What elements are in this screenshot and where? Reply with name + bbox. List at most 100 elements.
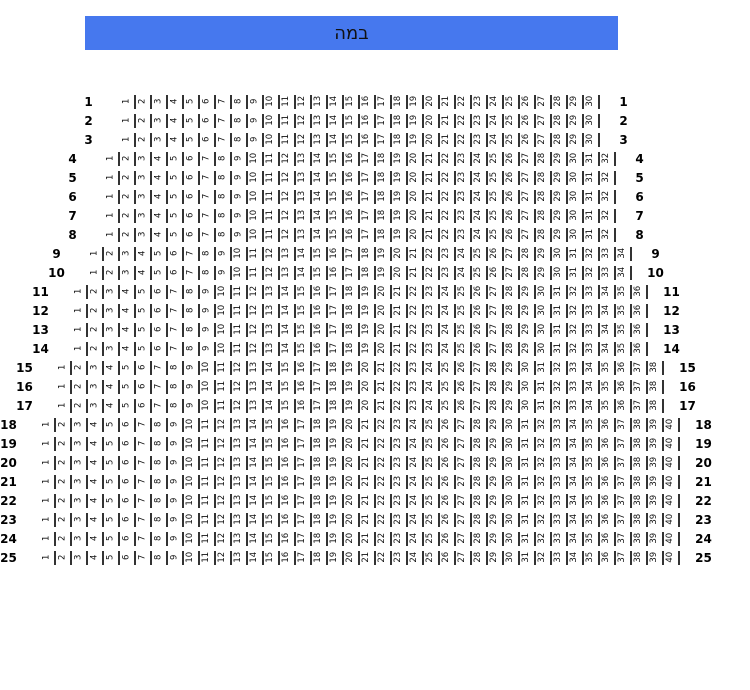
seat[interactable]: 30 [536,303,552,318]
seat[interactable]: 31 [568,265,584,280]
seat[interactable]: 4 [120,322,136,337]
seat[interactable]: 9 [248,113,264,128]
seat[interactable]: 9 [168,417,184,432]
seat[interactable]: 4 [152,208,168,223]
seat[interactable]: 31 [584,208,600,223]
seat[interactable]: 2 [56,474,72,489]
seat[interactable]: 15 [264,417,280,432]
seat[interactable]: 28 [488,360,504,375]
seat[interactable]: 28 [536,189,552,204]
seat[interactable]: 15 [312,246,328,261]
seat[interactable]: 11 [280,132,296,147]
seat[interactable]: 3 [72,455,88,470]
seat[interactable]: 12 [232,360,248,375]
seat[interactable]: 5 [104,455,120,470]
seat[interactable]: 6 [136,379,152,394]
seat[interactable]: 4 [88,436,104,451]
seat[interactable]: 8 [152,455,168,470]
seat[interactable]: 15 [264,455,280,470]
seat[interactable]: 13 [296,227,312,242]
seat[interactable]: 29 [488,550,504,565]
seat[interactable]: 23 [424,322,440,337]
seat[interactable]: 30 [520,379,536,394]
seat[interactable]: 24 [440,303,456,318]
seat[interactable]: 7 [152,398,168,413]
seat[interactable]: 15 [344,113,360,128]
seat[interactable]: 38 [632,474,648,489]
seat[interactable]: 37 [632,360,648,375]
seat[interactable]: 36 [600,550,616,565]
seat[interactable]: 2 [56,455,72,470]
seat[interactable]: 5 [104,493,120,508]
seat[interactable]: 29 [520,341,536,356]
seat[interactable]: 4 [88,417,104,432]
seat[interactable]: 23 [440,265,456,280]
seat[interactable]: 35 [616,303,632,318]
seat[interactable]: 36 [632,341,648,356]
seat[interactable]: 16 [312,341,328,356]
seat[interactable]: 23 [392,474,408,489]
seat[interactable]: 7 [200,151,216,166]
seat[interactable]: 27 [488,341,504,356]
seat[interactable]: 19 [376,265,392,280]
seat[interactable]: 1 [88,246,104,261]
seat[interactable]: 19 [344,379,360,394]
seat[interactable]: 26 [472,322,488,337]
seat[interactable]: 34 [616,246,632,261]
seat[interactable]: 39 [648,531,664,546]
seat[interactable]: 5 [152,246,168,261]
seat[interactable]: 10 [248,151,264,166]
seat[interactable]: 6 [120,474,136,489]
seat[interactable]: 25 [488,151,504,166]
seat[interactable]: 27 [536,132,552,147]
seat[interactable]: 15 [328,189,344,204]
seat[interactable]: 27 [488,322,504,337]
seat[interactable]: 9 [168,474,184,489]
seat[interactable]: 24 [408,493,424,508]
seat[interactable]: 39 [648,474,664,489]
seat[interactable]: 25 [472,246,488,261]
seat[interactable]: 26 [440,436,456,451]
seat[interactable]: 23 [392,512,408,527]
seat[interactable]: 24 [456,265,472,280]
seat[interactable]: 36 [632,303,648,318]
seat[interactable]: 4 [152,189,168,204]
seat[interactable]: 37 [616,455,632,470]
seat[interactable]: 20 [408,170,424,185]
seat[interactable]: 24 [472,151,488,166]
seat[interactable]: 14 [248,455,264,470]
seat[interactable]: 30 [568,189,584,204]
seat[interactable]: 10 [184,512,200,527]
seat[interactable]: 29 [504,360,520,375]
seat[interactable]: 22 [408,341,424,356]
seat[interactable]: 12 [296,132,312,147]
seat[interactable]: 35 [584,531,600,546]
seat[interactable]: 28 [536,208,552,223]
seat[interactable]: 20 [408,227,424,242]
seat[interactable]: 17 [360,208,376,223]
seat[interactable]: 30 [504,474,520,489]
seat[interactable]: 34 [568,493,584,508]
seat[interactable]: 6 [184,151,200,166]
seat[interactable]: 8 [216,151,232,166]
seat[interactable]: 2 [120,151,136,166]
seat[interactable]: 17 [312,360,328,375]
seat[interactable]: 5 [104,531,120,546]
seat[interactable]: 13 [232,417,248,432]
seat[interactable]: 26 [440,493,456,508]
seat[interactable]: 6 [168,265,184,280]
seat[interactable]: 2 [120,208,136,223]
seat[interactable]: 22 [440,227,456,242]
seat[interactable]: 24 [424,379,440,394]
seat[interactable]: 1 [56,360,72,375]
seat[interactable]: 40 [664,455,680,470]
seat[interactable]: 15 [296,322,312,337]
seat[interactable]: 26 [472,341,488,356]
seat[interactable]: 38 [648,398,664,413]
seat[interactable]: 14 [328,132,344,147]
seat[interactable]: 21 [392,303,408,318]
seat[interactable]: 23 [456,227,472,242]
seat[interactable]: 11 [200,531,216,546]
seat[interactable]: 1 [104,151,120,166]
seat[interactable]: 17 [312,379,328,394]
